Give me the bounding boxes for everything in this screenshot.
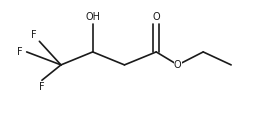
Text: F: F <box>17 47 23 57</box>
Text: O: O <box>152 12 160 22</box>
Text: F: F <box>31 30 37 40</box>
Text: O: O <box>174 60 182 70</box>
Text: OH: OH <box>85 12 100 22</box>
Text: F: F <box>39 82 45 92</box>
